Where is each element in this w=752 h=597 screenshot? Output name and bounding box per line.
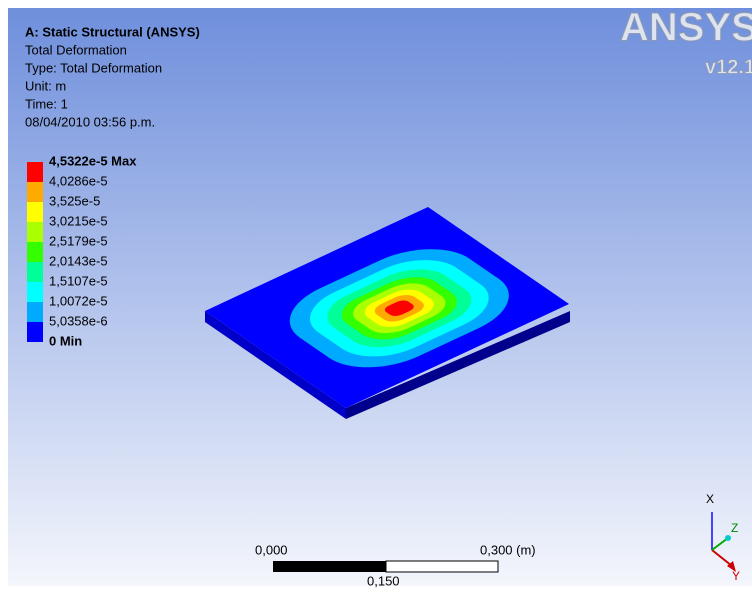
legend-swatch [27,302,43,322]
scale-end: 0,300 (m) [480,542,536,557]
legend-swatch [27,282,43,302]
legend-swatch [27,322,43,342]
legend-label: 4,0286e-5 [49,173,108,188]
legend-label: 1,5107e-5 [49,273,108,288]
legend-label: 0 Min [49,333,82,348]
scale-bar [386,561,498,572]
legend-swatch [27,222,43,242]
axis-label: X [706,492,714,506]
legend-swatch [27,242,43,262]
header-line: Total Deformation [25,42,127,57]
header-line: Type: Total Deformation [25,60,162,75]
scale-bar [273,561,386,572]
analysis-title: A: Static Structural (ANSYS) [25,24,200,39]
legend-swatch [27,182,43,202]
viewport: A: Static Structural (ANSYS) Total Defor… [0,0,752,592]
legend-label: 4,5322e-5 Max [49,153,137,168]
legend-swatch [27,262,43,282]
header-line: Time: 1 [25,96,68,111]
legend-label: 2,5179e-5 [49,233,108,248]
logo-version: v12.1 [705,56,752,78]
legend-label: 2,0143e-5 [49,253,108,268]
axis-label: Y [732,569,740,583]
logo-brand: ANSYS [620,6,752,50]
legend-label: 1,0072e-5 [49,293,108,308]
legend-label: 5,0358e-6 [49,313,108,328]
scale-middle: 0,150 [367,573,400,588]
legend-label: 3,0215e-5 [49,213,108,228]
legend-label: 3,525e-5 [49,193,100,208]
axis-label: Z [731,521,738,535]
header-line: 08/04/2010 03:56 p.m. [25,114,155,129]
legend-swatch [27,202,43,222]
scale-start: 0,000 [255,542,288,557]
header-line: Unit: m [25,78,66,93]
legend-swatch [27,162,43,182]
